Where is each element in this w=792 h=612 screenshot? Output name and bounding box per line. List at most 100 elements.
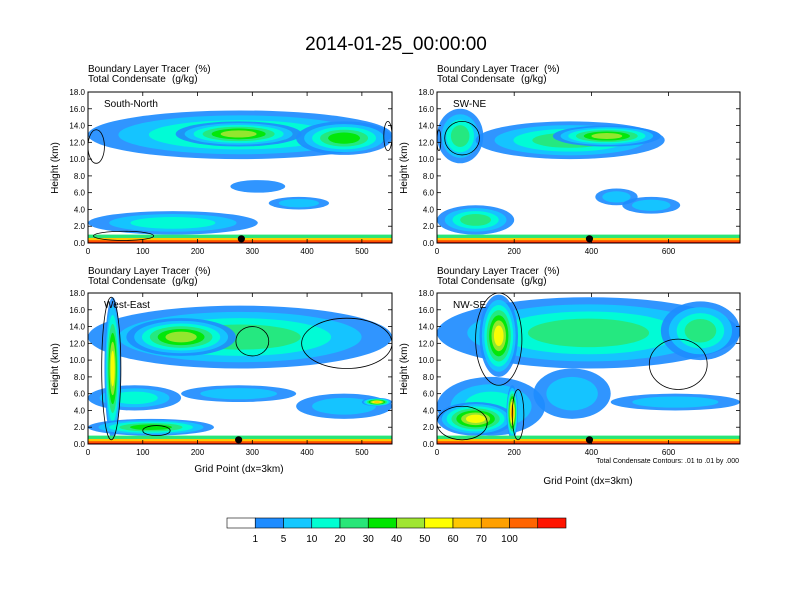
location-marker — [585, 436, 594, 444]
y-tick-label: 4.0 — [423, 406, 435, 415]
y-tick-label: 4.0 — [74, 406, 86, 415]
heatmap-cell — [278, 198, 319, 208]
heatmap-cell — [546, 376, 598, 411]
colorbar-swatch — [367, 517, 397, 529]
panel-title-contour: Total Condensate — [437, 276, 515, 287]
plot-frame — [87, 91, 393, 244]
y-tick-label: 12.0 — [69, 138, 85, 147]
heatmap-cell — [88, 241, 392, 243]
x-tick-label: 200 — [508, 448, 522, 457]
heatmap-cell — [631, 199, 671, 211]
colorbar-swatch — [396, 517, 426, 529]
panel-title-contour-units: (g/kg) — [172, 276, 198, 287]
x-tick-label: 400 — [585, 247, 599, 256]
colorbar: 1 5 10 20 30 40 50 60 70 100 — [226, 517, 567, 545]
x-tick-label: 100 — [136, 448, 150, 457]
y-tick-label: 14.0 — [418, 122, 434, 131]
colorbar-swatch — [424, 517, 454, 529]
heatmap-cell — [493, 325, 504, 347]
y-tick-label: 10.0 — [418, 155, 434, 164]
y-tick-label: 14.0 — [69, 122, 85, 131]
y-tick-label: 4.0 — [423, 205, 435, 214]
plot-area — [88, 293, 392, 444]
panel-title-contour: Total Condensate — [437, 74, 515, 85]
y-tick-label: 8.0 — [74, 172, 86, 181]
heatmap-cell — [88, 442, 392, 444]
colorbar-label: 60 — [447, 534, 459, 545]
colorbar-swatch — [254, 517, 284, 529]
x-tick-label: 400 — [300, 247, 314, 256]
y-tick-label: 6.0 — [423, 390, 435, 399]
condensate-contour — [142, 425, 171, 437]
panel-title-field: Boundary Layer Tracer — [437, 266, 539, 277]
y-axis-label: Height (km) — [50, 142, 61, 194]
heatmap-cell — [437, 442, 740, 444]
x-tick-label: 600 — [662, 247, 676, 256]
plot-frame — [436, 292, 741, 445]
panel-title-contour: Total Condensate — [88, 74, 166, 85]
y-tick-label: 0.0 — [74, 239, 86, 248]
colorbar-swatch — [311, 517, 341, 529]
y-axis-label: Height (km) — [399, 142, 410, 194]
panel-west-east: Boundary Layer Tracer (%) Total Condensa… — [50, 266, 393, 475]
condensate-contour — [88, 129, 105, 164]
colorbar-label: 5 — [281, 534, 287, 545]
heatmap-cell — [450, 125, 470, 147]
cross-section-label: West-East — [104, 300, 150, 311]
y-tick-label: 18.0 — [418, 289, 434, 298]
colorbar-label: 30 — [363, 534, 375, 545]
y-tick-label: 14.0 — [69, 323, 85, 332]
heatmap-cell — [527, 318, 650, 348]
y-axis-label: Height (km) — [50, 343, 61, 395]
x-tick-label: 200 — [191, 448, 205, 457]
y-tick-label: 8.0 — [74, 373, 86, 382]
y-tick-label: 16.0 — [69, 105, 85, 114]
heatmap-cell — [328, 132, 361, 144]
cross-section-label: SW-NE — [453, 99, 486, 110]
panel-title-field: Boundary Layer Tracer — [88, 266, 190, 277]
heatmap-cell — [591, 133, 623, 140]
condensate-contour — [648, 338, 708, 390]
heatmap-cell — [200, 388, 277, 400]
y-tick-label: 12.0 — [69, 339, 85, 348]
condensate-contour — [301, 317, 392, 369]
y-axis-label: Height (km) — [399, 343, 410, 395]
colorbar-label: 40 — [391, 534, 403, 545]
x-tick-label: 100 — [136, 247, 150, 256]
y-tick-label: 0.0 — [74, 440, 86, 449]
heatmap-cell — [460, 214, 492, 226]
panel-title-field: Boundary Layer Tracer — [437, 64, 539, 75]
heatmap-cell — [220, 130, 257, 138]
heatmap-cell — [632, 396, 719, 408]
heatmap-cell — [130, 216, 216, 229]
colorbar-label: 20 — [334, 534, 346, 545]
plot-area — [88, 92, 392, 243]
y-tick-label: 12.0 — [418, 138, 434, 147]
y-tick-label: 16.0 — [418, 105, 434, 114]
colorbar-label: 70 — [476, 534, 488, 545]
x-tick-label: 500 — [355, 448, 369, 457]
colorbar-label: 10 — [306, 534, 318, 545]
cross-section-label: South-North — [104, 99, 158, 110]
y-tick-label: 2.0 — [423, 423, 435, 432]
heatmap-cell — [465, 414, 486, 424]
condensate-contour — [101, 296, 122, 441]
cross-section-label: NW-SE — [453, 300, 486, 311]
x-tick-label: 400 — [300, 448, 314, 457]
x-tick-label: 200 — [508, 247, 522, 256]
contour-footnote: Total Condensate Contours: .01 to .01 by… — [596, 458, 739, 465]
y-tick-label: 12.0 — [418, 339, 434, 348]
location-marker — [237, 235, 245, 243]
panel-title-field-units: (%) — [195, 64, 211, 75]
x-tick-label: 600 — [662, 448, 676, 457]
x-tick-label: 400 — [585, 448, 599, 457]
heatmap-cell — [312, 397, 377, 415]
plot-frame — [87, 292, 393, 445]
panel-south-north: Boundary Layer Tracer (%) Total Condensa… — [50, 64, 393, 256]
location-marker — [585, 235, 594, 243]
panel-title-contour-units: (g/kg) — [521, 74, 547, 85]
colorbar-swatch — [452, 517, 482, 529]
panel-title-contour-units: (g/kg) — [172, 74, 198, 85]
x-tick-label: 200 — [191, 247, 205, 256]
